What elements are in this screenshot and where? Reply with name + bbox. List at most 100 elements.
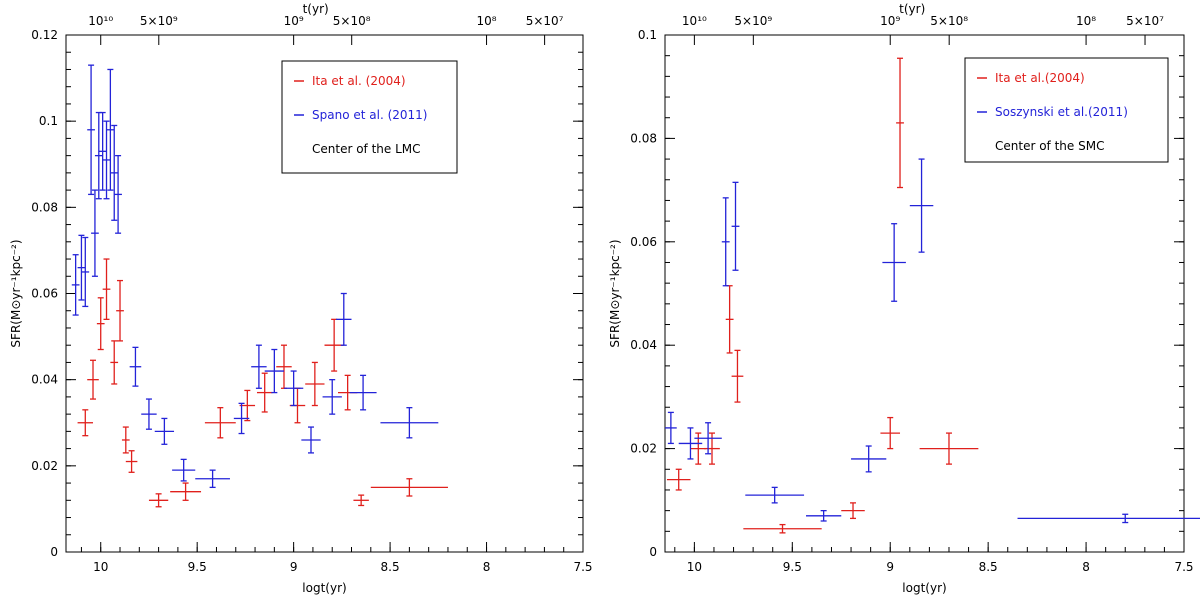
lmc-top-tick-label: 10⁸ [476, 14, 496, 28]
lmc-data-point [102, 258, 111, 321]
lmc-data-point [114, 154, 122, 234]
lmc-x-tick-label: 8 [483, 560, 491, 574]
smc-x-tick-label: 10 [687, 560, 702, 574]
smc-y-tick-label: 0.08 [630, 131, 657, 145]
lmc-top-tick-label: 5×10⁷ [526, 14, 564, 28]
smc-data-point [721, 197, 730, 287]
lmc-data-point [96, 297, 105, 351]
smc-y-tick-label: 0.04 [630, 338, 657, 352]
smc-y-tick-label: 0.06 [630, 235, 657, 249]
lmc-data-point [81, 236, 90, 308]
smc-data-point [851, 445, 887, 473]
smc-top-tick-label: 5×10⁸ [930, 14, 968, 28]
smc-top-tick-label: 5×10⁷ [1126, 14, 1164, 28]
smc-top-axis-label: t(yr) [899, 2, 925, 16]
lmc-series-1 [71, 64, 439, 489]
lmc-legend: Ita et al. (2004) Spano et al. (2011) Cent… [281, 60, 458, 174]
smc-series-1 [665, 158, 1200, 524]
lmc-data-point [87, 359, 99, 400]
smc-chart-panel: 10 9.5 9 8.5 8 7.5 0 0.02 0.04 0.06 0.08 0.1 10¹⁰ 5×1… [608, 2, 1200, 595]
lmc-data-point [251, 344, 267, 389]
smc-x-tick-label: 8 [1082, 560, 1090, 574]
smc-top-tick-label: 10⁹ [880, 14, 900, 28]
smc-data-point [882, 223, 906, 302]
lmc-top-tick-label: 10⁹ [284, 14, 304, 28]
lmc-data-point [170, 482, 202, 501]
smc-x-tick-label: 9 [886, 560, 894, 574]
lmc-data-point [305, 361, 325, 407]
smc-x-tick-label: 8.5 [979, 560, 998, 574]
smc-data-point [896, 57, 904, 189]
lmc-x-tick-label: 9 [290, 560, 298, 574]
smc-x-tick-label: 9.5 [783, 560, 802, 574]
lmc-data-point [110, 124, 119, 221]
smc-data-point [1017, 513, 1200, 524]
smc-data-point [725, 285, 734, 354]
lmc-data-point [148, 493, 169, 508]
smc-x-axis-label: logt(yr) [902, 581, 946, 595]
smc-data-point [731, 349, 744, 403]
smc-data-point [806, 509, 842, 522]
lmc-series-0 [77, 258, 448, 508]
lmc-data-point [71, 254, 80, 316]
lmc-data-point [233, 402, 250, 435]
lmc-legend-entry: Ita et al. (2004) [312, 74, 406, 88]
lmc-data-point [116, 279, 124, 342]
smc-legend-entry: Ita et al.(2004) [995, 71, 1085, 85]
lmc-data-point [283, 370, 304, 407]
lmc-data-point [87, 64, 95, 196]
lmc-data-point [276, 344, 292, 389]
lmc-legend-box [281, 60, 458, 174]
lmc-data-point [121, 426, 130, 454]
lmc-x-tick-label: 8.5 [381, 560, 400, 574]
smc-top-tick-label: 10⁸ [1076, 14, 1096, 28]
lmc-data-point [322, 379, 342, 415]
lmc-y-axis-label: SFR(M⊙yr⁻¹kpc⁻²) [9, 239, 23, 347]
lmc-chart-panel: 10 9.5 9 8.5 8 7.5 0 0.02 0.04 0.06 0.08 0.1 0.12 10¹… [9, 2, 593, 595]
lmc-data-point [349, 374, 377, 411]
smc-legend-box [964, 57, 1169, 163]
smc-legend-note: Center of the SMC [995, 139, 1104, 153]
smc-plot-frame [664, 34, 1185, 553]
lmc-data-point [125, 450, 138, 473]
lmc-x-tick-label: 10 [93, 560, 108, 574]
smc-data-point [919, 432, 979, 465]
smc-data-point [694, 422, 722, 455]
lmc-data-point [256, 372, 273, 413]
smc-data-point [665, 411, 677, 445]
lmc-data-point [380, 407, 439, 439]
lmc-x-tick-label: 9.5 [188, 560, 207, 574]
lmc-y-tick-label: 0.06 [31, 287, 58, 301]
lmc-data-point [91, 189, 99, 277]
lmc-data-point [98, 111, 107, 191]
lmc-top-axis-label: t(yr) [303, 2, 329, 16]
lmc-data-point [77, 234, 86, 301]
lmc-data-point [110, 340, 119, 385]
lmc-data-point [106, 68, 115, 191]
lmc-data-point [336, 292, 352, 346]
smc-top-tick-label: 10¹⁰ [682, 14, 707, 28]
lmc-y-tick-label: 0.08 [31, 200, 58, 214]
lmc-data-point [195, 469, 230, 489]
lmc-data-point [102, 120, 111, 200]
lmc-data-point [301, 426, 321, 454]
smc-top-tick-label: 5×10⁹ [734, 14, 772, 28]
lmc-data-point [94, 111, 103, 200]
lmc-data-point [204, 407, 236, 439]
lmc-data-point [353, 494, 369, 507]
smc-data-point [745, 486, 805, 504]
lmc-legend-note: Center of the LMC [312, 142, 421, 156]
lmc-data-point [141, 398, 157, 430]
lmc-data-point [264, 348, 284, 394]
lmc-data-point [129, 346, 142, 387]
smc-data-point [841, 502, 865, 520]
lmc-top-tick-label: 5×10⁸ [333, 14, 371, 28]
lmc-y-tick-label: 0.02 [31, 459, 58, 473]
lmc-data-point [77, 409, 94, 437]
smc-legend: Ita et al.(2004) Soszynski et al.(2011) Ce… [964, 57, 1169, 163]
smc-y-axis-label: SFR(M⊙yr⁻¹kpc⁻²) [608, 239, 622, 347]
lmc-top-tick-label: 10¹⁰ [88, 14, 113, 28]
smc-data-point [678, 427, 703, 460]
smc-data-point [909, 158, 934, 253]
